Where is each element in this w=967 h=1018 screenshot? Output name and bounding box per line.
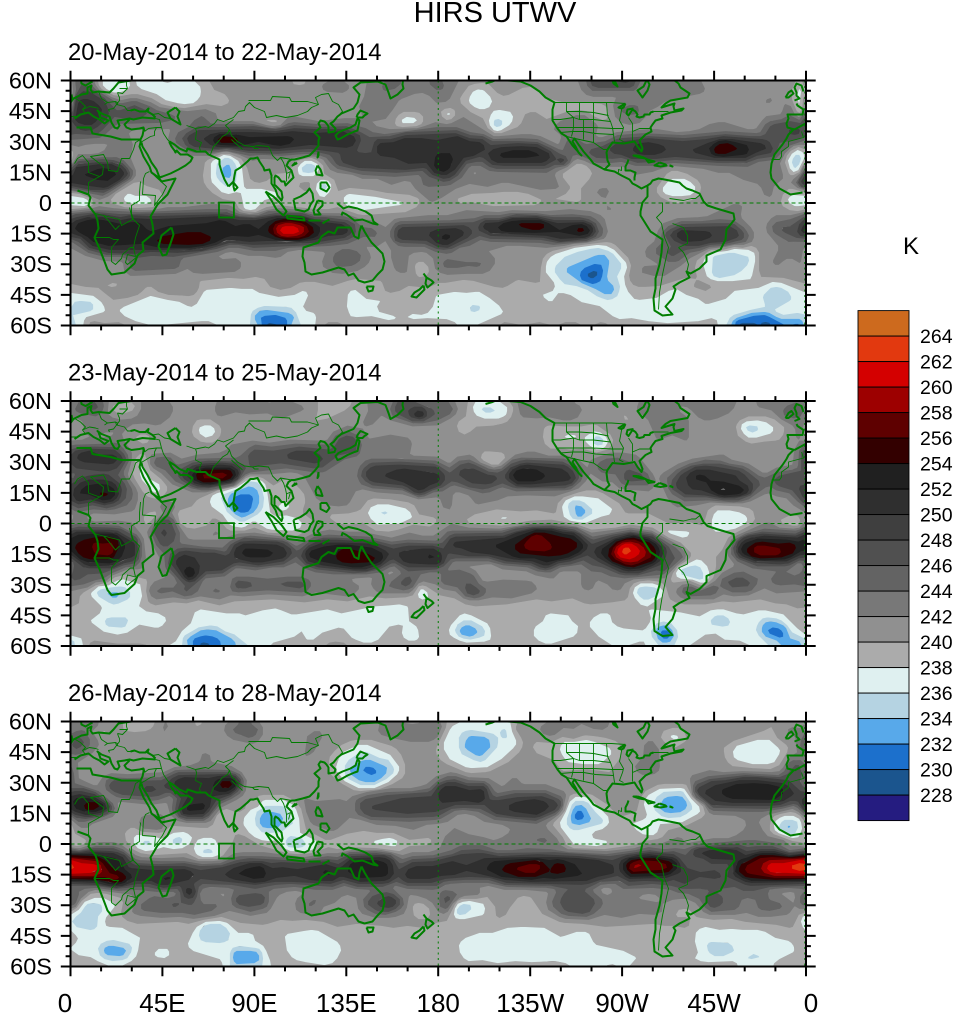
svg-text:45N: 45N — [9, 419, 52, 445]
svg-text:0: 0 — [804, 988, 818, 1013]
svg-text:135E: 135E — [316, 988, 377, 1013]
svg-text:246: 246 — [920, 556, 953, 578]
svg-text:60S: 60S — [10, 633, 52, 659]
svg-text:258: 258 — [920, 403, 953, 425]
svg-text:45N: 45N — [9, 98, 52, 124]
svg-text:45S: 45S — [10, 602, 52, 628]
svg-text:15S: 15S — [10, 221, 52, 247]
svg-text:30S: 30S — [10, 251, 52, 277]
svg-text:90W: 90W — [595, 988, 649, 1013]
svg-text:30N: 30N — [9, 770, 52, 796]
svg-text:236: 236 — [920, 683, 953, 705]
svg-text:60S: 60S — [10, 954, 52, 980]
svg-text:45S: 45S — [10, 923, 52, 949]
svg-text:15N: 15N — [9, 800, 52, 826]
svg-text:K: K — [903, 233, 919, 260]
svg-text:15S: 15S — [10, 541, 52, 567]
svg-text:15S: 15S — [10, 862, 52, 888]
svg-text:240: 240 — [920, 632, 953, 654]
svg-text:0: 0 — [39, 511, 52, 537]
svg-text:45W: 45W — [687, 988, 741, 1013]
svg-text:244: 244 — [920, 581, 953, 603]
svg-text:60N: 60N — [9, 68, 52, 94]
svg-text:230: 230 — [920, 760, 953, 782]
svg-text:30N: 30N — [9, 449, 52, 475]
svg-text:0: 0 — [39, 190, 52, 216]
svg-text:20-May-2014 to 22-May-2014: 20-May-2014 to 22-May-2014 — [68, 39, 382, 66]
svg-text:228: 228 — [920, 785, 953, 807]
svg-text:26-May-2014 to 28-May-2014: 26-May-2014 to 28-May-2014 — [68, 680, 382, 707]
svg-text:242: 242 — [920, 607, 953, 629]
svg-text:90E: 90E — [231, 988, 277, 1013]
svg-text:238: 238 — [920, 658, 953, 680]
svg-text:23-May-2014 to 25-May-2014: 23-May-2014 to 25-May-2014 — [68, 360, 382, 387]
svg-text:250: 250 — [920, 505, 953, 527]
svg-text:30N: 30N — [9, 129, 52, 155]
svg-text:254: 254 — [920, 454, 953, 476]
svg-text:60N: 60N — [9, 388, 52, 414]
svg-text:252: 252 — [920, 479, 953, 501]
svg-text:262: 262 — [920, 352, 953, 374]
svg-text:HIRS UTWV: HIRS UTWV — [414, 0, 577, 29]
svg-text:256: 256 — [920, 428, 953, 450]
svg-text:30S: 30S — [10, 892, 52, 918]
svg-text:15N: 15N — [9, 480, 52, 506]
svg-text:60N: 60N — [9, 709, 52, 735]
svg-text:264: 264 — [920, 326, 953, 348]
svg-text:234: 234 — [920, 709, 953, 731]
svg-text:0: 0 — [39, 831, 52, 857]
svg-text:248: 248 — [920, 530, 953, 552]
svg-text:180: 180 — [417, 988, 460, 1013]
svg-text:260: 260 — [920, 377, 953, 399]
svg-text:45N: 45N — [9, 739, 52, 765]
svg-text:135W: 135W — [496, 988, 564, 1013]
svg-text:15N: 15N — [9, 159, 52, 185]
svg-text:232: 232 — [920, 734, 953, 756]
svg-text:30S: 30S — [10, 572, 52, 598]
svg-text:45S: 45S — [10, 282, 52, 308]
svg-text:45E: 45E — [139, 988, 185, 1013]
svg-text:60S: 60S — [10, 313, 52, 339]
svg-text:0: 0 — [58, 988, 72, 1013]
